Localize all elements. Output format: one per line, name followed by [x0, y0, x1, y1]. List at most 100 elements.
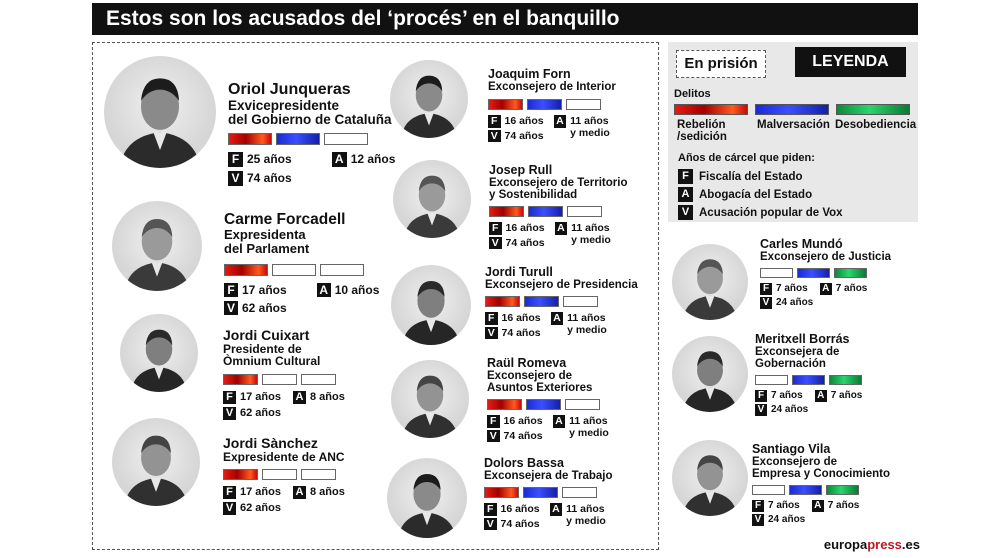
- crime-bar-desobediencia: [834, 268, 867, 279]
- letter-v-badge: V: [487, 429, 500, 443]
- crime-bar-none: [566, 99, 601, 111]
- legend-label-desobediencia: Desobediencia: [835, 119, 917, 131]
- letter-f-badge: F: [223, 390, 236, 404]
- letter-a-badge: A: [814, 390, 827, 403]
- crime-bar-none: [301, 373, 336, 385]
- sentence-value: 16 años: [504, 115, 544, 128]
- letter-f-badge: F: [755, 390, 767, 403]
- letter-f-badge: F: [488, 115, 501, 128]
- sentence-value: 11 años: [570, 115, 609, 128]
- sentence-value: 74 años: [500, 517, 540, 530]
- crime-bars: [752, 485, 890, 496]
- sentence-value: 62 años: [240, 406, 281, 419]
- defendant-role: Presidente de: [223, 341, 302, 356]
- portrait-photo: [672, 244, 748, 320]
- sentence-value: 74 años: [501, 326, 541, 339]
- sentence-row-vox: V 24 años: [755, 404, 862, 417]
- defendant-role: Exvicepresidente: [228, 97, 340, 113]
- letter-v-badge: V: [224, 300, 238, 315]
- sentence-value: 12 años: [350, 152, 396, 167]
- source-logo: europapress.es: [823, 537, 920, 552]
- sentence-value: 24 años: [771, 404, 809, 416]
- crime-bars: [755, 375, 862, 386]
- letter-a-badge: A: [549, 503, 563, 516]
- portrait-photo: [393, 160, 471, 238]
- sentence-value: 74 años: [505, 236, 545, 249]
- legend-bar-malversacion: [755, 104, 829, 115]
- sentence-value: 11 años: [571, 222, 610, 235]
- crime-bar-none: [262, 373, 297, 385]
- letter-v-badge: V: [760, 297, 772, 310]
- sentence-value: 7 años: [776, 283, 808, 295]
- defendant-name: Meritxell Borrás: [755, 332, 850, 346]
- crime-bar-none: [301, 469, 336, 481]
- sentence-row-vox: V 62 años: [223, 406, 345, 420]
- sentence-row-vox: V 74 años: [484, 517, 612, 531]
- legend-accuser-abogacia: A Abogacía del Estado: [678, 187, 812, 202]
- crime-bars: [223, 469, 345, 481]
- sentence-value: 74 años: [504, 129, 544, 142]
- crime-bar-malversacion: [797, 268, 830, 279]
- crime-bar-none: [565, 399, 600, 411]
- sentence-value: 8 años: [309, 390, 345, 403]
- crime-bar-malversacion: [792, 375, 825, 386]
- letter-v-badge: V: [488, 129, 501, 143]
- defendant-role: Expresidente de ANC: [223, 449, 345, 464]
- sentence-value: 11 años: [567, 312, 606, 325]
- letter-f-badge: F: [760, 283, 772, 296]
- crime-bar-rebelion: [488, 99, 523, 111]
- crime-bar-rebelion: [489, 206, 524, 218]
- letter-v-badge: V: [485, 326, 498, 340]
- sentence-value: y medio: [566, 514, 606, 527]
- crime-bar-none: [324, 133, 368, 146]
- sentence-value: 8 años: [309, 486, 345, 499]
- sentence-value: 7 años: [835, 283, 868, 295]
- crime-bar-none: [760, 268, 793, 279]
- crime-bar-malversacion: [528, 206, 563, 218]
- letter-f-badge: F: [487, 415, 500, 428]
- sentence-value: 7 años: [827, 500, 860, 512]
- defendant-role: Òmnium Cultural: [223, 354, 321, 369]
- sentence-row-fiscalia-abogacia: F 17 años A 10 años: [224, 282, 380, 297]
- crime-bar-desobediencia: [826, 485, 859, 496]
- letter-a-badge: A: [292, 390, 306, 404]
- accuser-label: Abogacía del Estado: [699, 188, 813, 201]
- sentence-row-fiscalia-abogacia: F 16 años A 11 años y medio: [488, 115, 616, 139]
- letter-v-badge: V: [223, 406, 236, 420]
- letter-a-badge: A: [678, 187, 693, 202]
- crime-bars: [487, 399, 609, 411]
- crime-bar-rebelion: [223, 373, 258, 385]
- sentence-row-fiscalia-abogacia: F 17 años A 8 años: [223, 486, 345, 500]
- sentence-value: 10 años: [334, 282, 380, 297]
- letter-f-badge: F: [224, 282, 238, 297]
- years-label: Años de cárcel que piden:: [678, 152, 815, 164]
- letter-f-badge: F: [223, 486, 236, 500]
- letter-f-badge: F: [489, 222, 502, 235]
- crime-bar-desobediencia: [829, 375, 862, 386]
- letter-a-badge: A: [292, 486, 306, 500]
- sentence-row-vox: V 24 años: [752, 514, 890, 527]
- letter-f-badge: F: [484, 503, 497, 516]
- crime-bars: [224, 263, 379, 276]
- defendant-name: Raül Romeva: [487, 356, 567, 370]
- sentence-value: 11 años: [569, 415, 608, 428]
- accuser-label: Fiscalía del Estado: [699, 170, 803, 183]
- crime-bar-none: [262, 469, 297, 481]
- legend-label-malversacion: Malversación: [757, 119, 830, 131]
- legend-accuser-fiscalia: F Fiscalía del Estado: [678, 169, 803, 184]
- defendant-name: Josep Rull: [489, 163, 553, 177]
- crime-bar-malversacion: [526, 399, 561, 411]
- sentence-value: 17 años: [240, 390, 281, 403]
- portrait-photo: [672, 440, 748, 516]
- legend-bar-desobediencia: [836, 104, 910, 115]
- sentence-row-fiscalia-abogacia: F 16 años A 11 años y medio: [487, 415, 609, 439]
- defendant-name: Carles Mundó: [760, 237, 843, 251]
- legend-title: LEYENDA: [795, 47, 906, 77]
- letter-f-badge: F: [485, 312, 498, 325]
- sentence-row-vox: V 62 años: [223, 502, 345, 516]
- sentence-row-vox: V 74 años: [489, 236, 627, 250]
- sentence-value: y medio: [569, 426, 609, 439]
- letter-a-badge: A: [550, 312, 564, 325]
- sentence-row-fiscalia-abogacia: F 16 años A 11 años y medio: [485, 312, 638, 336]
